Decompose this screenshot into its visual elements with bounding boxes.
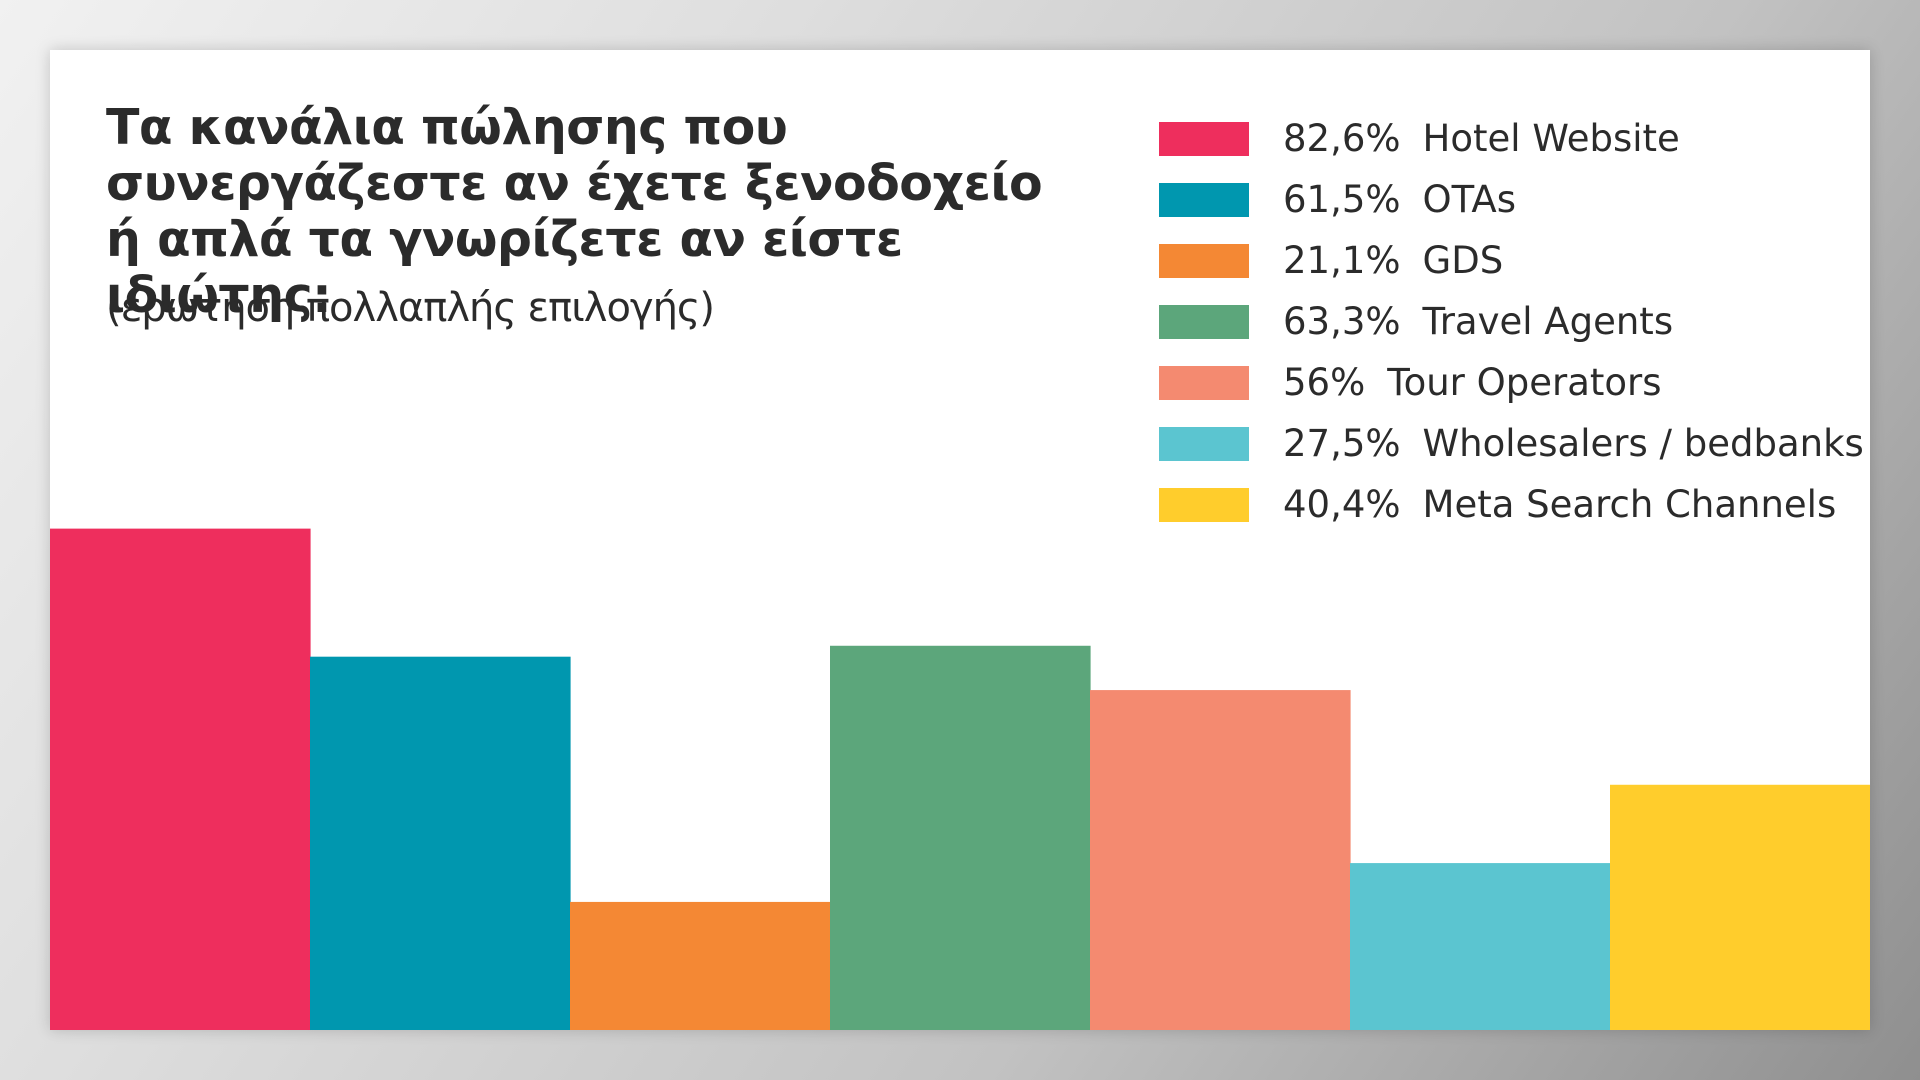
legend-item-tour-operators: 56% Tour Operators [1159,352,1859,413]
legend-swatch [1159,121,1249,156]
chart-card: Τα κανάλια πώλησης που συνεργάζεστε αν έ… [50,50,1870,1030]
chart-title-line: ή απλά τα γνωρίζετε αν είστε ιδιώτης: [106,211,903,324]
bar-wholesalers-bedbanks [1350,863,1611,1030]
legend-label: Hotel Website [1422,117,1680,160]
legend-label: Travel Agents [1422,300,1674,343]
legend-swatch [1159,487,1249,522]
chart-subtitle: (ερώτηση πολλαπλής επιλογής) [106,285,715,331]
legend-percentage: 56% [1283,361,1366,404]
chart-legend: 82,6% Hotel Website 61,5% OTAs 21,1% GDS… [1159,108,1864,535]
legend-percentage: 61,5% [1283,178,1401,221]
chart-title-line: συνεργάζεστε αν έχετε ξενοδοχείο [106,155,1043,212]
legend-item-wholesalers-bedbanks: 27,5% Wholesalers / bedbanks [1159,413,1864,474]
legend-percentage: 21,1% [1283,239,1401,282]
legend-item-meta-search-channels: 40,4% Meta Search Channels [1159,474,1859,535]
legend-percentage: 40,4% [1283,483,1401,526]
bar-hotel-website [50,528,311,1030]
legend-label: Meta Search Channels [1422,483,1837,526]
legend-item-hotel-website: 82,6% Hotel Website [1159,108,1859,169]
bar-otas [310,656,571,1030]
legend-swatch [1159,426,1249,461]
legend-item-travel-agents: 63,3% Travel Agents [1159,291,1859,352]
legend-label: Wholesalers / bedbanks [1422,422,1864,465]
bar-tour-operators [1090,690,1351,1030]
legend-percentage: 82,6% [1283,117,1401,160]
legend-percentage: 27,5% [1283,422,1401,465]
legend-percentage: 63,3% [1283,300,1401,343]
bar-travel-agents [830,645,1091,1030]
bar-meta-search-channels [1610,784,1870,1030]
legend-label: Tour Operators [1387,361,1662,404]
legend-label: OTAs [1422,178,1516,221]
legend-item-gds: 21,1% GDS [1159,230,1859,291]
bar-chart [50,528,1870,1030]
legend-swatch [1159,182,1249,217]
legend-swatch [1159,365,1249,400]
bar-gds [570,901,831,1030]
chart-title: Τα κανάλια πώλησης που συνεργάζεστε αν έ… [106,100,1106,324]
legend-swatch [1159,304,1249,339]
bars-group [50,528,1870,1030]
legend-label: GDS [1422,239,1504,282]
legend-swatch [1159,243,1249,278]
chart-title-line: Τα κανάλια πώλησης που [106,99,788,156]
legend-item-otas: 61,5% OTAs [1159,169,1859,230]
